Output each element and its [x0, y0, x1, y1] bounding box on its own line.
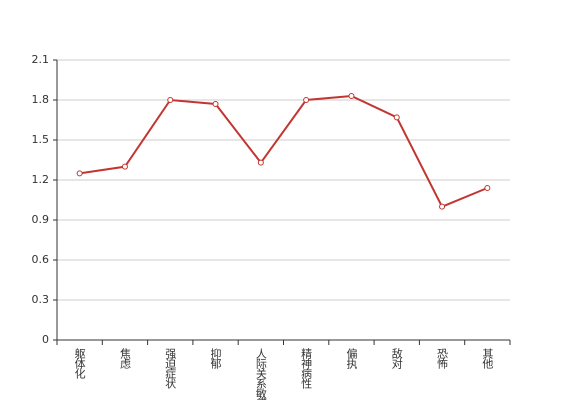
x-tick-label: 精神病性 — [300, 348, 313, 390]
x-tick-label: 强迫症状 — [164, 348, 177, 389]
x-tick-label: 恐怖 — [436, 348, 449, 369]
y-tick-label: 1.5 — [32, 133, 50, 146]
x-tick-label: 躯体化 — [73, 348, 86, 380]
x-tick-label: 抑郁 — [209, 347, 222, 369]
y-tick-label: 2.1 — [32, 53, 50, 66]
point — [393, 114, 400, 121]
point — [257, 159, 264, 166]
y-tick-label: 0.3 — [32, 293, 50, 306]
point — [439, 203, 446, 210]
x-tick-label: 敌对 — [390, 347, 403, 369]
line — [79, 94, 488, 208]
x-tick-label: 人际关系敏感 — [254, 348, 267, 400]
point — [76, 170, 83, 177]
point — [167, 97, 174, 103]
x-tick-label: 偏执 — [345, 347, 358, 370]
y-tick-label: 1.2 — [32, 173, 50, 186]
x-tick-label: 焦虑 — [118, 348, 131, 369]
point — [303, 97, 310, 103]
point — [484, 185, 491, 191]
point — [212, 101, 219, 107]
y-tick-label: 0.6 — [32, 253, 50, 266]
y-tick-label: 1.8 — [32, 93, 50, 106]
point — [121, 163, 128, 170]
y-tick-label: 0.9 — [32, 213, 50, 226]
x-tick-label: 其他 — [481, 348, 494, 369]
y-tick-label: 0 — [42, 333, 49, 346]
point — [348, 93, 355, 99]
